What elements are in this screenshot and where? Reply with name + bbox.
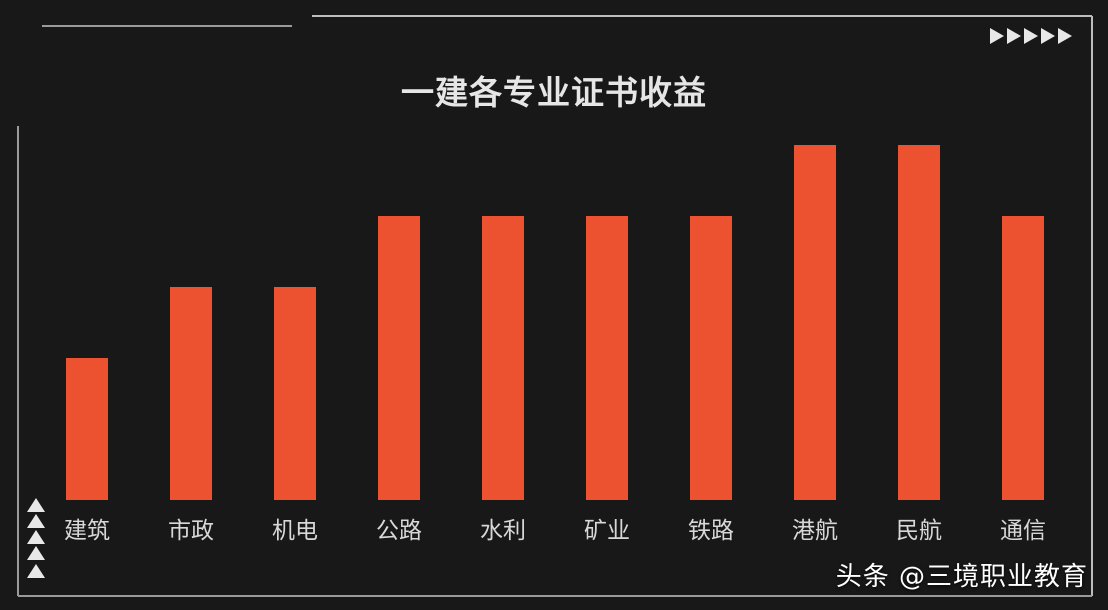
x-tick-label: 民航	[896, 518, 942, 544]
chart-title: 一建各专业证书收益	[401, 73, 707, 112]
arrow-right-icon	[990, 28, 1072, 44]
x-tick-label: 公路	[376, 518, 422, 544]
bar-1	[170, 287, 212, 500]
x-tick-label: 建筑	[64, 518, 110, 544]
x-tick-label: 市政	[168, 518, 214, 544]
bar-4	[482, 216, 524, 500]
x-tick-label: 矿业	[584, 518, 630, 544]
bar-5	[586, 216, 628, 500]
bar-8	[898, 145, 940, 500]
x-tick-label: 机电	[272, 518, 318, 544]
x-tick-label: 港航	[792, 518, 838, 544]
x-tick-label: 铁路	[688, 518, 734, 544]
bar-6	[690, 216, 732, 500]
bar-9	[1002, 216, 1044, 500]
x-tick-label: 通信	[1000, 518, 1046, 544]
bar-7	[794, 145, 836, 500]
bar-3	[378, 216, 420, 500]
bar-2	[274, 287, 316, 500]
arrow-up-icon	[27, 498, 45, 578]
watermark: 头条 @三境职业教育	[835, 562, 1088, 592]
bar-0	[66, 358, 108, 500]
x-tick-label: 水利	[480, 518, 526, 544]
